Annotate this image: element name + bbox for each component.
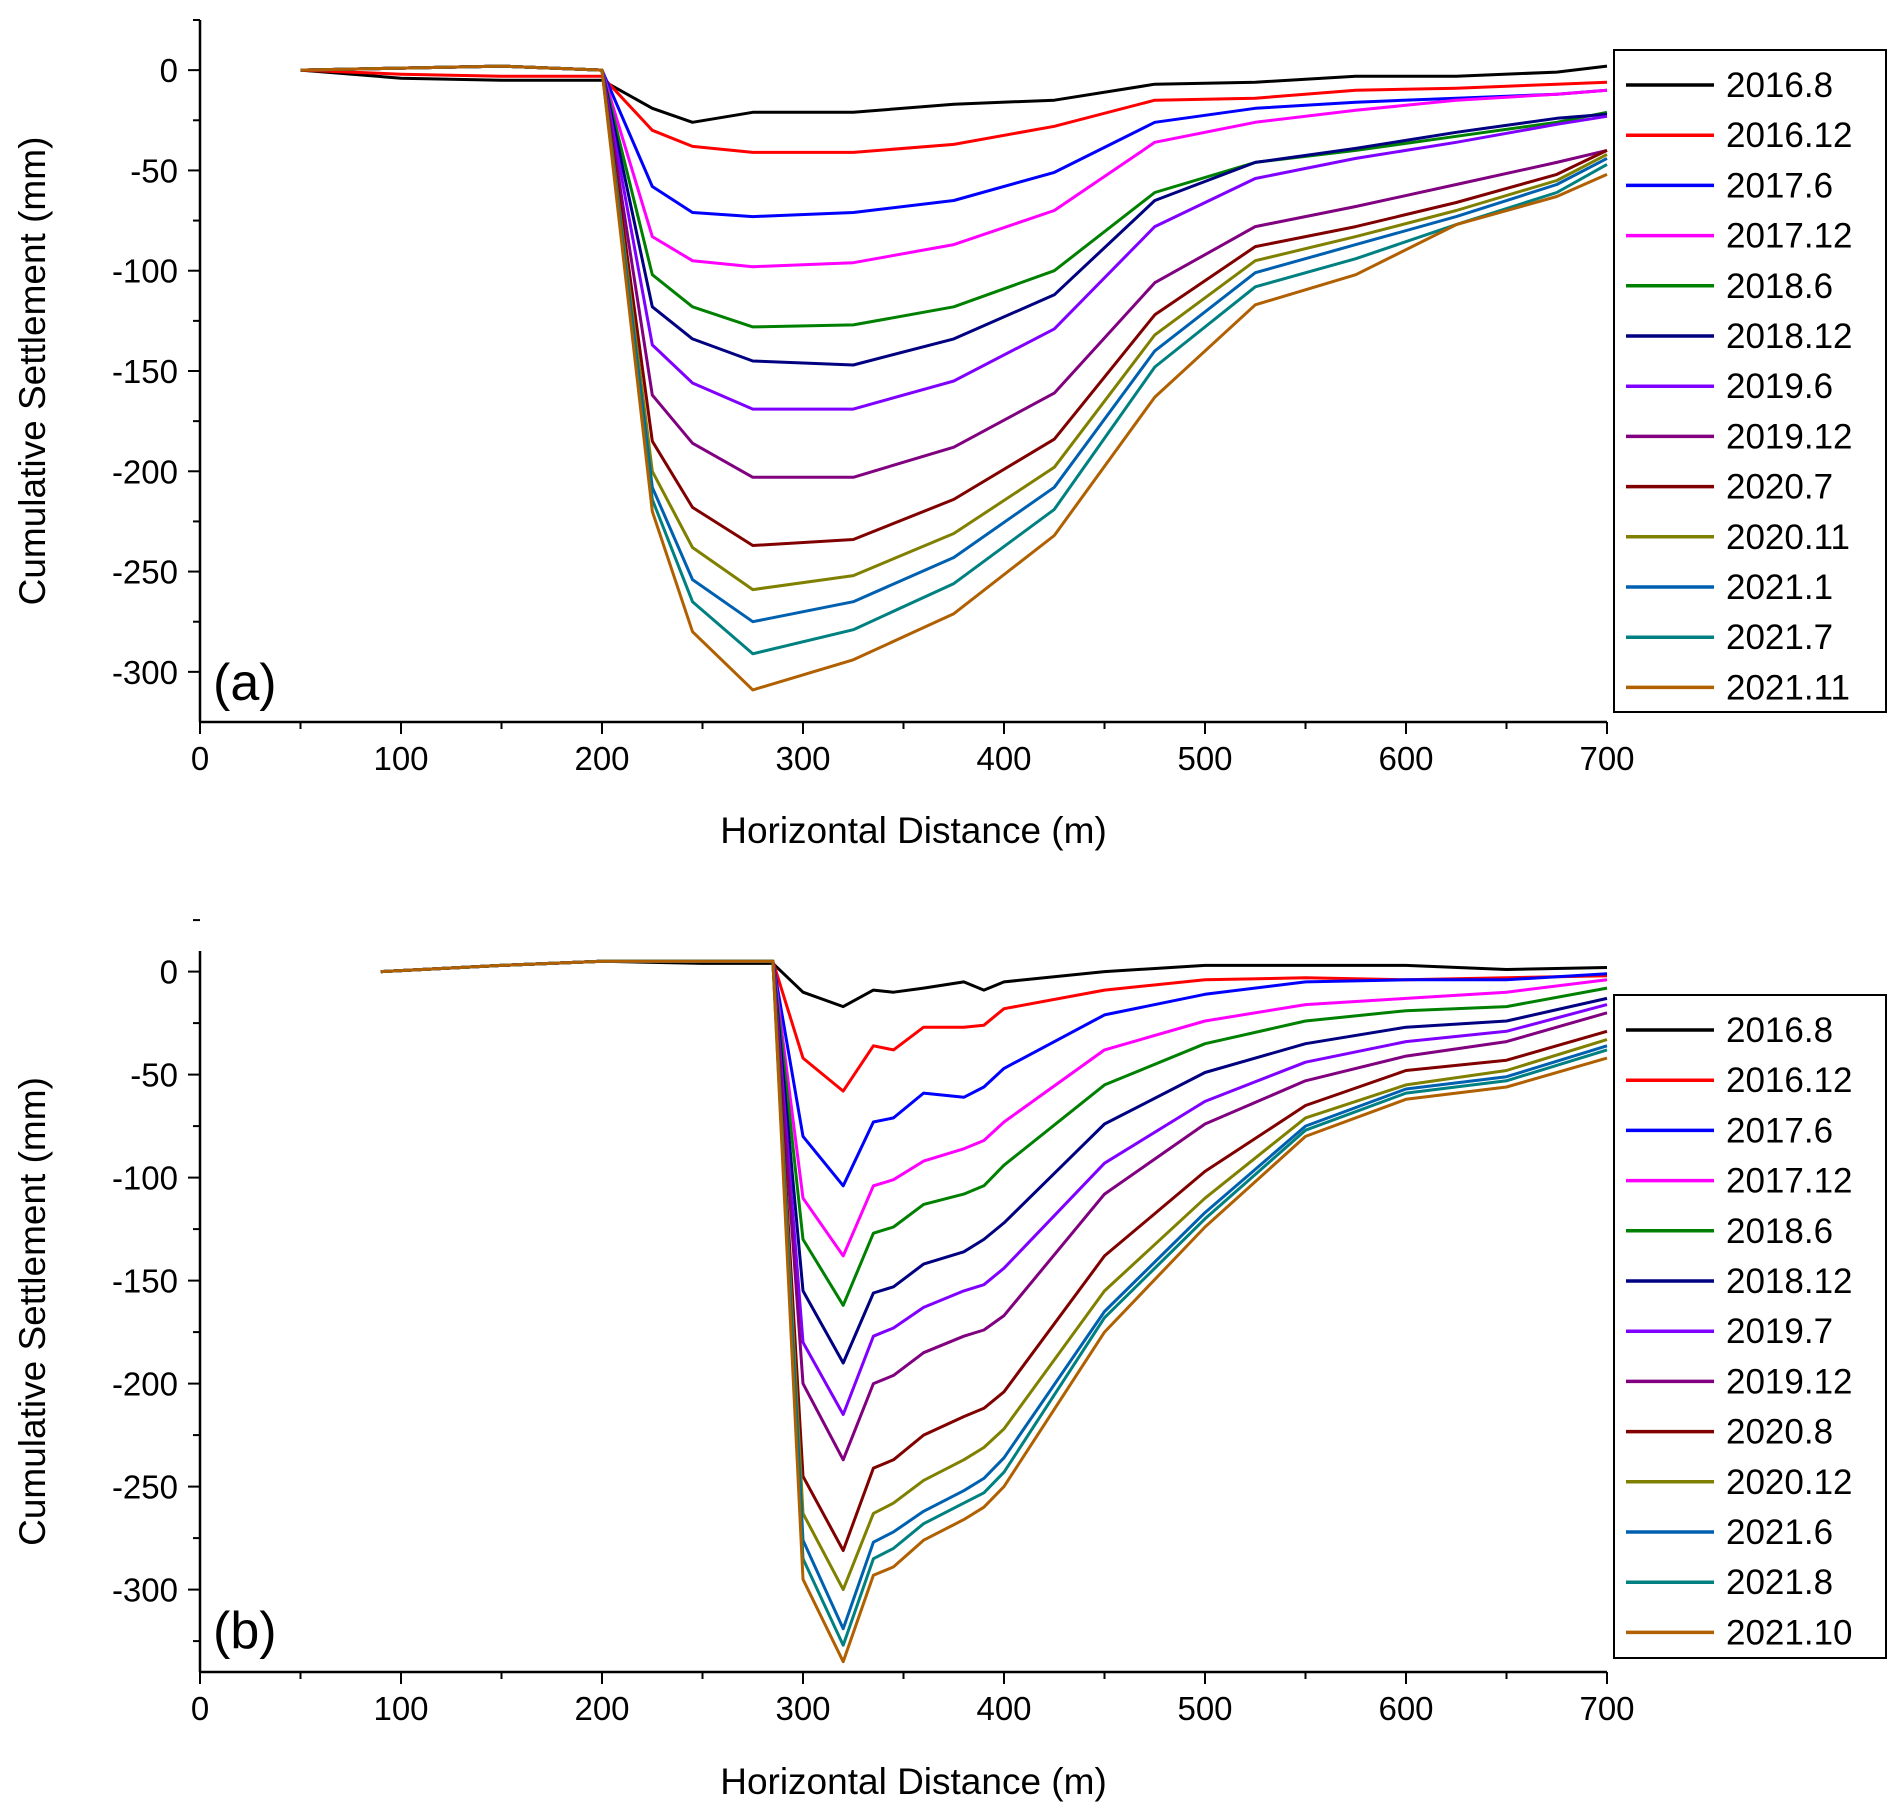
legend-label: 2017.6 [1726,166,1833,205]
x-tick-label: 500 [1177,740,1232,777]
series-line-2018-6 [380,959,1608,1307]
legend-label: 2018.12 [1726,1262,1853,1301]
series-line-2016-8 [380,959,1608,1009]
x-tick-label: 300 [775,740,830,777]
legend-label: 2019.6 [1726,367,1833,406]
y-axis-title: Cumulative Settlement (mm) [12,137,53,606]
series-line-2017-6 [380,959,1608,1188]
x-tick-label: 100 [373,1690,428,1727]
legend-label: 2020.8 [1726,1413,1833,1452]
legend-label: 2016.8 [1726,1011,1833,1050]
legend-label: 2021.7 [1726,618,1833,657]
x-tick-label: 200 [574,1690,629,1727]
y-tick-label: -300 [112,1572,178,1609]
y-axis-title: Cumulative Settlement (mm) [12,1077,53,1546]
series-line-2019-6 [300,64,1608,411]
x-tick-label: 0 [191,740,209,777]
series-line-2021-10 [380,959,1608,1664]
legend-label: 2020.11 [1726,518,1850,557]
legend-label: 2021.11 [1726,668,1850,707]
x-tick-label: 0 [191,1690,209,1727]
series-line-2020-8 [380,959,1608,1552]
y-tick-label: -50 [130,152,178,189]
x-tick-label: 600 [1378,740,1433,777]
series-line-2019-12 [300,64,1608,479]
series-line-2018-12 [300,64,1608,367]
legend-label: 2018.6 [1726,267,1833,306]
y-tick-label: -250 [112,1469,178,1506]
x-tick-label: 100 [373,740,428,777]
y-tick-label: -100 [112,253,178,290]
legend-label: 2017.6 [1726,1111,1833,1150]
legend-label: 2021.1 [1726,568,1833,607]
y-tick-label: -150 [112,353,178,390]
legend-label: 2019.12 [1726,417,1853,456]
legend-label: 2018.12 [1726,317,1853,356]
legend-label: 2020.7 [1726,468,1833,507]
series-line-2019-12 [380,959,1608,1462]
series-line-2021-7 [300,64,1608,656]
x-tick-label: 700 [1579,1690,1634,1727]
legend-label: 2017.12 [1726,1162,1853,1201]
x-tick-label: 400 [976,740,1031,777]
series-line-2019-7 [380,959,1608,1416]
chart-b: 0 100 200 300 400 500 600 700 0 -50 -100 -150 -200 -2… [12,919,1887,1802]
legend-label: 2016.8 [1726,66,1833,105]
series-line-2021-8 [380,959,1608,1647]
x-tick-label: 300 [775,1690,830,1727]
series-line-2016-12 [300,68,1608,154]
y-tick-label: -250 [112,554,178,591]
x-tick-label: 700 [1579,740,1634,777]
legend-label: 2019.12 [1726,1362,1853,1401]
series-line-2017-12 [380,959,1608,1258]
series-line-2021-11 [300,64,1608,692]
legend-label: 2018.6 [1726,1212,1833,1251]
legend-box [1613,994,1887,1659]
panel-label: (a) [213,654,277,712]
legend-label: 2021.6 [1726,1513,1833,1552]
legend-label: 2020.12 [1726,1463,1853,1502]
series-line-2017-12 [300,64,1608,269]
y-tick-label: 0 [160,954,178,991]
legend-label: 2016.12 [1726,1061,1853,1100]
legend-label: 2021.8 [1726,1563,1833,1602]
x-tick-label: 500 [1177,1690,1232,1727]
y-tick-label: -50 [130,1057,178,1094]
y-tick-label: -200 [112,453,178,490]
chart-a: 0 100 200 300 400 500 600 700 0 -50 -100 -150 -200 -2… [12,19,1887,851]
x-tick-label: 200 [574,740,629,777]
y-tick-label: -100 [112,1160,178,1197]
x-axis-title: Horizontal Distance (m) [720,1761,1107,1802]
series-line-2018-12 [380,959,1608,1365]
legend-box [1613,49,1887,713]
x-tick-label: 400 [976,1690,1031,1727]
legend-label: 2017.12 [1726,217,1853,256]
y-tick-label: 0 [160,52,178,89]
y-tick-label: -200 [112,1366,178,1403]
series-line-2021-6 [380,959,1608,1631]
x-axis-title: Horizontal Distance (m) [720,810,1107,851]
x-tick-label: 600 [1378,1690,1433,1727]
panel-label: (b) [213,1602,277,1660]
series-line-2016-8 [300,64,1608,124]
y-tick-label: -300 [112,654,178,691]
y-tick-label: -150 [112,1263,178,1300]
legend-label: 2016.12 [1726,116,1853,155]
legend-label: 2021.10 [1726,1613,1853,1652]
legend-label: 2019.7 [1726,1312,1833,1351]
